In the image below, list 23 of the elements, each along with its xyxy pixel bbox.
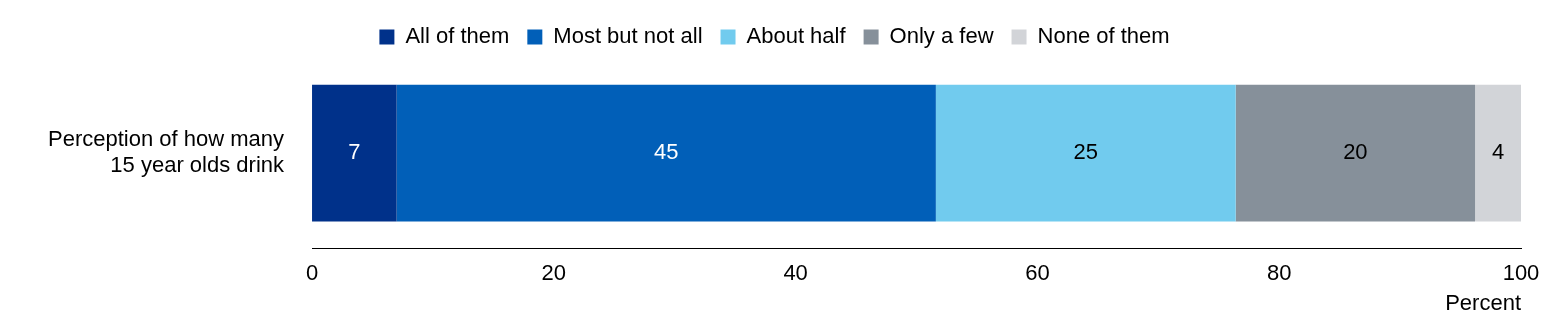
bar <box>1235 84 1476 222</box>
x-axis-title: Percent <box>1445 289 1521 315</box>
x-tick-label: 60 <box>1025 260 1050 286</box>
data-label: 7 <box>348 139 361 165</box>
y-tick-label: Perception of how many 15 year olds drink <box>47 125 286 178</box>
x-tick-label: 20 <box>541 260 567 286</box>
bar <box>396 84 936 222</box>
x-tick-label: 100 <box>1502 260 1540 286</box>
data-label: 4 <box>1491 139 1505 165</box>
legend-label: Most but not all <box>553 23 703 49</box>
data-label: 20 <box>1343 139 1368 165</box>
x-tick-label: 0 <box>305 260 319 286</box>
legend-label: Only a few <box>889 23 994 49</box>
legend-label: About half <box>746 23 847 49</box>
bar <box>312 84 397 222</box>
legend-label: All of them <box>405 23 510 49</box>
x-tick-label: 80 <box>1266 260 1292 286</box>
data-label: 25 <box>1073 139 1099 165</box>
bar <box>1475 84 1521 222</box>
legend-label: None of them <box>1037 23 1170 49</box>
bar <box>935 84 1236 222</box>
data-label: 45 <box>654 139 679 165</box>
x-tick-label: 40 <box>783 260 808 286</box>
